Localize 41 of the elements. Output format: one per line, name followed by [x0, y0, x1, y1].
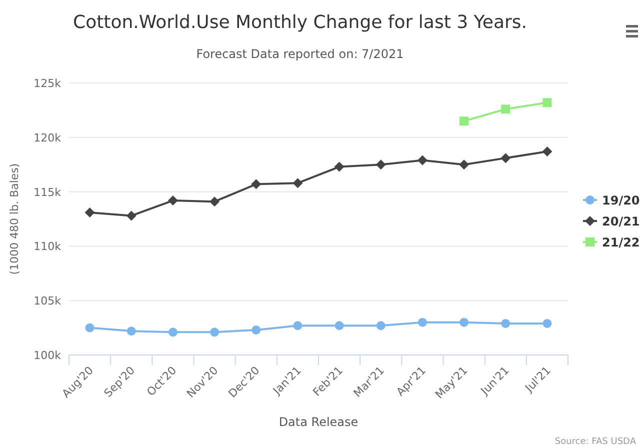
- point: [417, 155, 428, 166]
- point: [334, 321, 344, 330]
- point: [334, 162, 344, 172]
- point: [292, 178, 303, 188]
- chart-subtitle: Forecast Data reported on: 7/2021: [196, 47, 404, 61]
- point: [168, 196, 178, 206]
- point: [460, 116, 469, 126]
- legend-label: 21/22: [602, 236, 640, 250]
- point: [459, 160, 470, 170]
- y-axis-title: (1000 480 lb. Bales): [8, 163, 21, 275]
- point: [210, 196, 220, 207]
- y-tick-label: 100k: [34, 349, 62, 362]
- y-tick-label: 105k: [34, 294, 62, 308]
- point: [460, 318, 469, 327]
- point: [542, 98, 552, 108]
- point: [376, 321, 386, 330]
- point: [126, 326, 136, 336]
- chart-title: Cotton.World.Use Monthly Change for last 3 Years.: [73, 12, 527, 33]
- point: [251, 179, 262, 190]
- point: [418, 318, 427, 327]
- point: [376, 160, 386, 170]
- legend-label: 19/20: [602, 194, 640, 208]
- y-tick-label: 115k: [34, 186, 62, 199]
- point: [84, 207, 95, 218]
- point: [126, 210, 136, 221]
- point: [500, 153, 511, 164]
- legend-label: 20/21: [602, 214, 640, 228]
- x-axis-title: Data Release: [278, 415, 358, 429]
- point: [542, 146, 552, 157]
- point: [252, 325, 261, 334]
- point: [501, 318, 510, 328]
- point: [85, 323, 94, 332]
- point: [293, 321, 302, 330]
- y-tick-label: 120k: [34, 131, 62, 144]
- point: [168, 328, 178, 337]
- point: [501, 104, 510, 114]
- point: [542, 318, 552, 328]
- point: [210, 328, 220, 337]
- source-note: Source: FAS USDA: [554, 437, 637, 447]
- y-tick-label: 125k: [34, 77, 62, 90]
- y-tick-label: 110k: [34, 240, 62, 254]
